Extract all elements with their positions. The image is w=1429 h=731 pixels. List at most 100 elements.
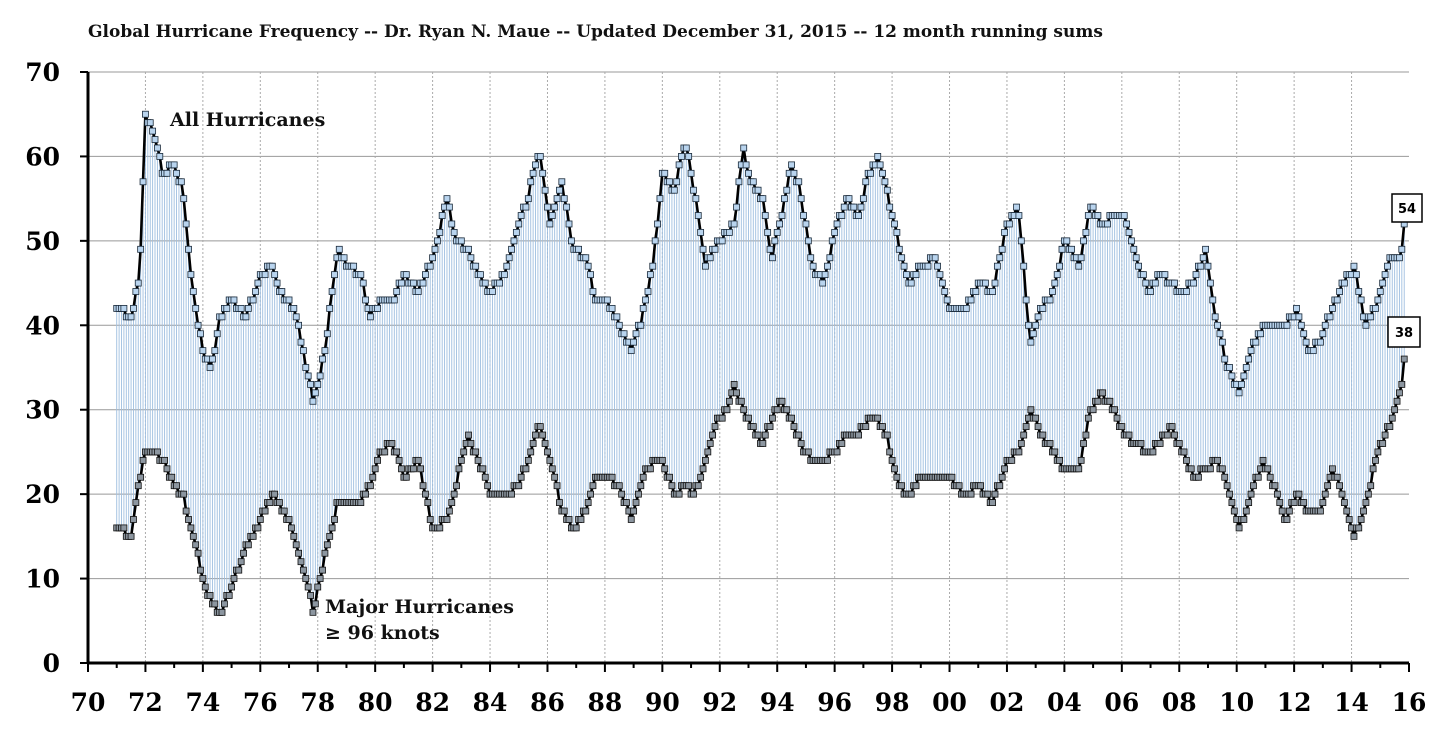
major-hurricanes-point <box>1084 414 1092 422</box>
major-hurricanes-point <box>1372 456 1379 464</box>
all-hurricanes-point <box>1238 380 1245 388</box>
major-hurricanes-point <box>1235 524 1243 532</box>
all-hurricanes-point <box>1104 220 1111 228</box>
all-hurricanes-point <box>187 271 195 279</box>
all-hurricanes-point <box>436 229 444 236</box>
all-hurricanes-point <box>807 254 815 262</box>
all-hurricanes-point <box>649 262 657 270</box>
all-hurricanes-point <box>362 296 370 304</box>
major-hurricanes-point <box>1393 397 1401 405</box>
all-hurricanes-point <box>544 203 551 211</box>
all-hurricanes-point <box>457 237 465 245</box>
major-hurricanes-point <box>737 397 745 405</box>
all-hurricanes-point <box>127 313 135 321</box>
major-hurricanes-point <box>761 431 769 439</box>
all-hurricanes-point <box>891 220 898 228</box>
major-hurricanes-point <box>706 440 714 447</box>
all-hurricanes-point <box>821 271 829 279</box>
all-hurricanes-point <box>620 330 628 338</box>
x-tick-label: 82 <box>415 688 450 717</box>
major-hurricanes-point <box>778 397 786 405</box>
all-hurricanes-point <box>472 262 480 270</box>
all-hurricanes-point <box>644 288 652 295</box>
all-hurricanes-point <box>1142 279 1150 287</box>
all-hurricanes-point <box>883 186 891 194</box>
major-hurricanes-point <box>1089 406 1097 414</box>
major-hurricanes-point <box>297 558 305 566</box>
major-hurricanes-point <box>773 406 781 414</box>
all-hurricanes-point <box>522 203 530 211</box>
all-hurricanes-point <box>982 279 989 287</box>
all-hurricanes-point <box>1218 338 1226 346</box>
all-hurricanes-point <box>311 389 319 397</box>
major-hurricanes-point <box>443 516 451 523</box>
all-hurricanes-point <box>1381 271 1389 279</box>
major-hurricanes-point <box>548 465 556 473</box>
all-hurricanes-point <box>323 330 331 338</box>
y-tick-labels: 0 10 20 30 40 50 60 70 <box>25 58 60 678</box>
major-hurricanes-point <box>398 465 405 473</box>
major-hurricanes-point <box>711 423 719 431</box>
major-hurricanes-point <box>1008 456 1016 464</box>
all-hurricanes-point <box>261 271 269 279</box>
major-hurricanes-point <box>544 448 551 456</box>
major-hurricanes-point <box>1075 465 1083 473</box>
all-hurricanes-point <box>1080 237 1087 245</box>
x-tick-label: 76 <box>243 688 278 717</box>
all-hurricanes-point <box>938 279 946 287</box>
major-hurricanes-point <box>1398 380 1406 388</box>
major-hurricanes-point <box>1056 456 1064 464</box>
all-hurricanes-point <box>273 279 281 287</box>
all-hurricanes-point <box>1084 212 1092 219</box>
all-hurricanes-point <box>433 237 441 245</box>
all-hurricanes-point <box>804 237 812 245</box>
major-hurricanes-point <box>1319 499 1327 506</box>
major-hurricanes-point <box>288 524 295 532</box>
major-hurricanes-point <box>615 482 623 490</box>
all-hurricanes-point <box>857 203 865 211</box>
all-hurricanes-point <box>548 212 556 219</box>
all-hurricanes-point <box>790 169 798 177</box>
major-hurricanes-point <box>797 440 805 447</box>
all-hurricanes-point <box>529 169 537 177</box>
all-hurricanes-point <box>1257 330 1265 338</box>
all-hurricanes-point <box>879 169 886 177</box>
all-hurricanes-point <box>156 153 164 160</box>
major-hurricanes-point <box>206 592 214 599</box>
major-hurricanes-point <box>536 423 544 431</box>
all-hurricanes-point <box>989 288 996 295</box>
major-hurricanes-point <box>539 431 547 439</box>
all-hurricanes-point <box>335 245 343 253</box>
major-hurricanes-point <box>331 516 338 523</box>
all-hurricanes-point <box>754 186 762 194</box>
major-hurricanes-point <box>173 482 180 490</box>
all-hurricanes-point <box>941 288 949 295</box>
major-hurricanes-point <box>1357 516 1365 523</box>
all-hurricanes-label: All Hurricanes <box>169 109 325 131</box>
all-hurricanes-point <box>855 212 862 219</box>
all-hurricanes-point <box>1027 338 1035 346</box>
major-hurricanes-point <box>998 473 1006 481</box>
all-hurricanes-point <box>556 186 563 194</box>
all-hurricanes-point <box>637 321 645 329</box>
all-hurricanes-point <box>546 220 554 228</box>
major-hurricanes-point <box>661 465 669 473</box>
major-hurricanes-point <box>1396 389 1403 397</box>
major-hurricanes-point <box>295 549 302 557</box>
major-hurricanes-point <box>508 490 515 498</box>
all-hurricanes-point <box>139 178 147 186</box>
all-hurricanes-point <box>654 220 661 228</box>
all-hurricanes-point <box>1221 355 1229 363</box>
all-hurricanes-point <box>515 220 523 228</box>
major-hurricanes-point <box>1336 482 1343 490</box>
all-hurricanes-point <box>292 313 300 321</box>
major-hurricanes-point <box>240 549 247 557</box>
all-hurricanes-point <box>845 195 853 203</box>
all-hurricanes-point <box>996 254 1004 262</box>
major-hurricanes-point <box>1226 490 1233 498</box>
major-hurricanes-point <box>1259 456 1267 464</box>
major-hurricanes-point <box>551 473 559 481</box>
all-hurricanes-point <box>489 288 496 295</box>
all-hurricanes-point <box>297 338 305 346</box>
all-hurricanes-point <box>1034 313 1042 321</box>
